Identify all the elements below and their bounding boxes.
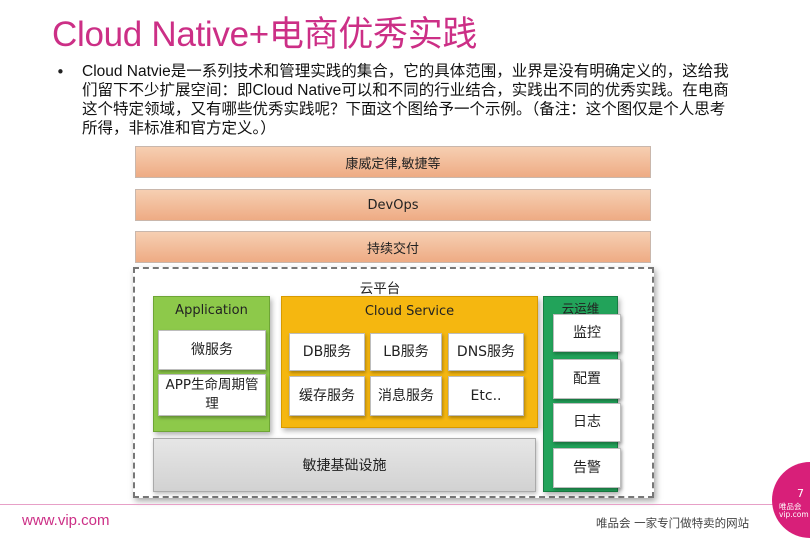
bullet-marker: •	[56, 63, 65, 81]
ops-box-log: 日志	[553, 403, 621, 442]
app-box-microservice: 微服务	[158, 330, 266, 370]
cloud-ops-title: 云运维	[561, 301, 600, 316]
layer-devops: DevOps	[135, 189, 651, 221]
footer-url[interactable]: www.vip.com	[22, 512, 110, 529]
layer-conway-agile: 康威定律,敏捷等	[135, 146, 651, 178]
app-box-lifecycle: APP生命周期管理	[158, 374, 266, 416]
cloud-platform-label: 云平台	[359, 281, 401, 297]
svc-box-lb: LB服务	[370, 333, 442, 371]
bullet-paragraph: Cloud Natvie是一系列技术和管理实践的集合，它的具体范围，业界是没有明…	[82, 63, 729, 137]
svc-box-dns: DNS服务	[448, 333, 524, 371]
footer-divider	[0, 504, 810, 505]
cloud-service-title: Cloud Service	[364, 304, 455, 319]
cloud-platform-frame	[133, 267, 654, 498]
ops-box-monitor: 监控	[553, 314, 621, 352]
page-number: 7	[797, 487, 804, 500]
ops-box-config: 配置	[553, 359, 621, 399]
slide-title: Cloud Native+电商优秀实践	[52, 15, 478, 54]
brand-logo	[772, 462, 810, 538]
agile-infrastructure: 敏捷基础设施	[153, 438, 536, 492]
ops-box-alert: 告警	[553, 448, 621, 488]
footer-slogan: 唯品会 一家专门做特卖的网站	[596, 516, 750, 530]
svc-box-db: DB服务	[289, 333, 365, 371]
application-title: Application	[175, 303, 248, 318]
svc-box-cache: 缓存服务	[289, 376, 365, 416]
svc-box-message: 消息服务	[370, 376, 442, 416]
svc-box-etc: Etc..	[448, 376, 524, 416]
layer-continuous-delivery: 持续交付	[135, 231, 651, 263]
brand-logo-text: 唯品会 vip.com	[779, 502, 809, 519]
